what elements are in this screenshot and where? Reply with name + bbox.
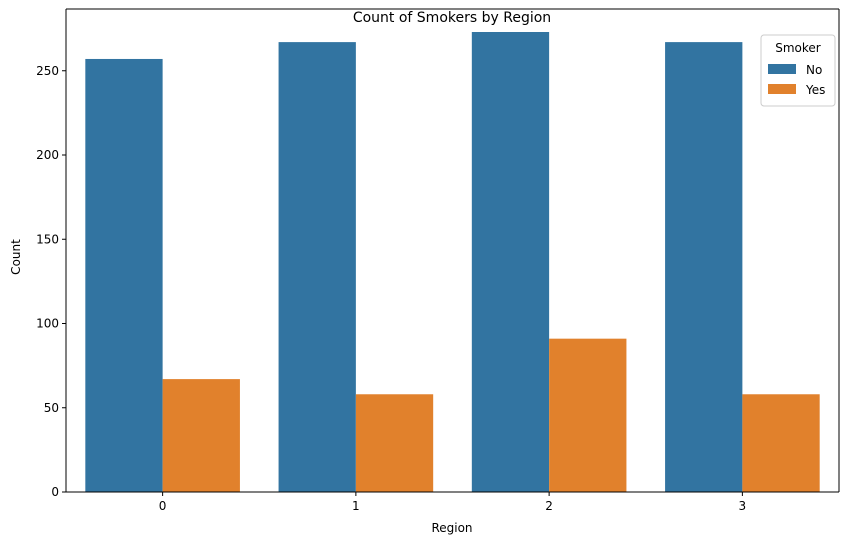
y-tick-label: 250 bbox=[36, 64, 59, 78]
bar-yes-region-3 bbox=[742, 394, 820, 492]
x-tick-label: 3 bbox=[739, 499, 747, 513]
x-tick-label: 0 bbox=[159, 499, 167, 513]
bar-no-region-3 bbox=[665, 42, 743, 493]
x-axis-label: Region bbox=[431, 521, 472, 535]
x-tick-label: 1 bbox=[352, 499, 360, 513]
bar-yes-region-1 bbox=[355, 394, 434, 492]
bar-yes-region-2 bbox=[549, 338, 627, 492]
chart-title: Count of Smokers by Region bbox=[353, 10, 551, 26]
bar-yes-region-0 bbox=[162, 379, 240, 492]
x-ticks: 0 1 2 3 bbox=[159, 492, 746, 513]
bar-no-region-0 bbox=[85, 58, 163, 493]
legend-title: Smoker bbox=[775, 41, 821, 55]
y-tick-label: 50 bbox=[44, 401, 59, 415]
y-tick-label: 100 bbox=[36, 317, 59, 331]
x-tick-label: 2 bbox=[545, 499, 553, 513]
y-axis-label: Count bbox=[9, 239, 23, 275]
legend-swatch-yes bbox=[768, 84, 796, 94]
legend-items: No Yes bbox=[768, 63, 825, 97]
y-tick-label: 150 bbox=[36, 232, 59, 246]
legend-label-no: No bbox=[806, 63, 822, 77]
bar-no-region-2 bbox=[471, 32, 550, 492]
bars-group bbox=[85, 32, 820, 493]
legend-swatch-no bbox=[768, 64, 796, 74]
y-tick-label: 200 bbox=[36, 148, 59, 162]
y-tick-label: 0 bbox=[51, 485, 59, 499]
bar-no-region-1 bbox=[278, 42, 356, 493]
legend-label-yes: Yes bbox=[805, 83, 825, 97]
y-ticks: 0 50 100 150 200 250 bbox=[36, 64, 66, 499]
axes-group bbox=[65, 8, 840, 493]
legend: Smoker No Yes bbox=[760, 34, 836, 107]
